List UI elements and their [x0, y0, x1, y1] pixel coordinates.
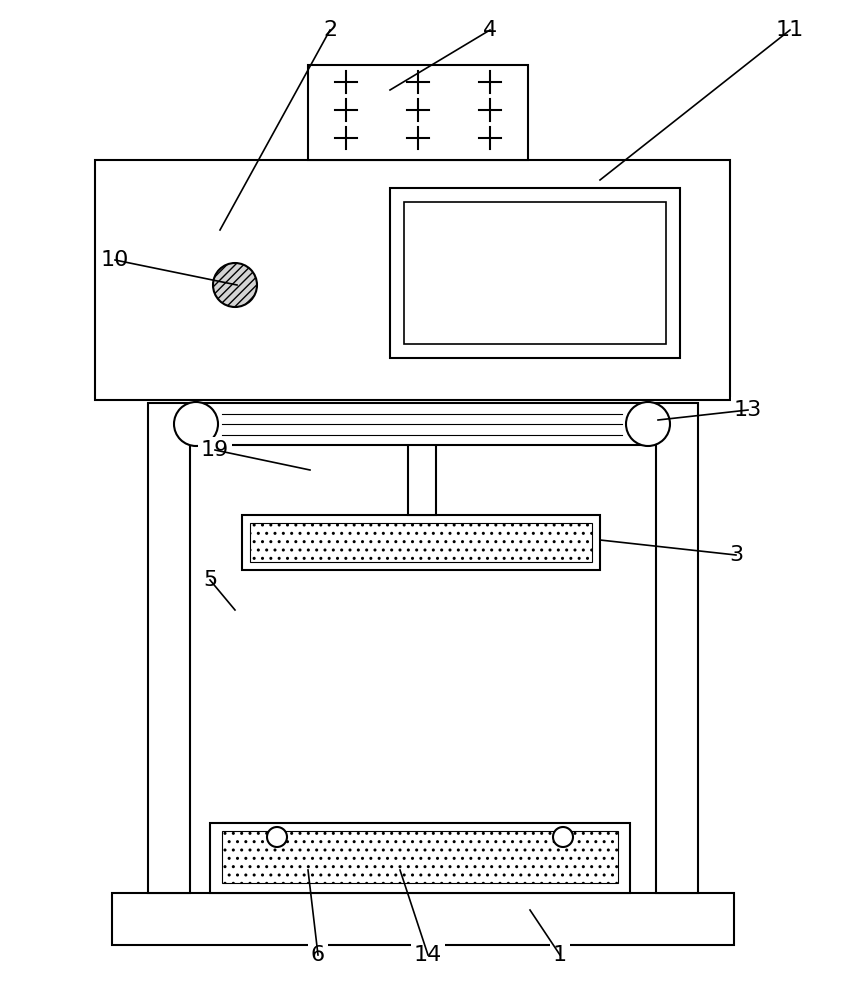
Text: 1: 1	[553, 945, 567, 965]
Text: 5: 5	[203, 570, 217, 590]
Bar	[250, 523, 592, 562]
Bar	[404, 202, 666, 344]
Text: 14: 14	[414, 945, 442, 965]
Text: 13: 13	[733, 400, 762, 420]
Bar	[95, 160, 730, 400]
Text: 4: 4	[483, 20, 497, 40]
Circle shape	[626, 402, 670, 446]
Bar	[656, 403, 698, 893]
Circle shape	[213, 263, 257, 307]
Text: 6: 6	[311, 945, 325, 965]
Circle shape	[267, 827, 287, 847]
Text: 2: 2	[323, 20, 337, 40]
Bar	[408, 440, 436, 515]
Circle shape	[553, 827, 573, 847]
Bar	[148, 403, 190, 893]
Bar	[308, 65, 528, 160]
Bar	[192, 403, 652, 445]
Text: 10: 10	[101, 250, 129, 270]
Bar	[112, 893, 734, 945]
Bar	[210, 823, 630, 893]
Text: 11: 11	[776, 20, 805, 40]
Bar	[390, 188, 680, 358]
Bar	[222, 831, 618, 883]
Text: 3: 3	[729, 545, 743, 565]
Text: 19: 19	[201, 440, 229, 460]
Bar	[242, 515, 600, 570]
Circle shape	[174, 402, 218, 446]
